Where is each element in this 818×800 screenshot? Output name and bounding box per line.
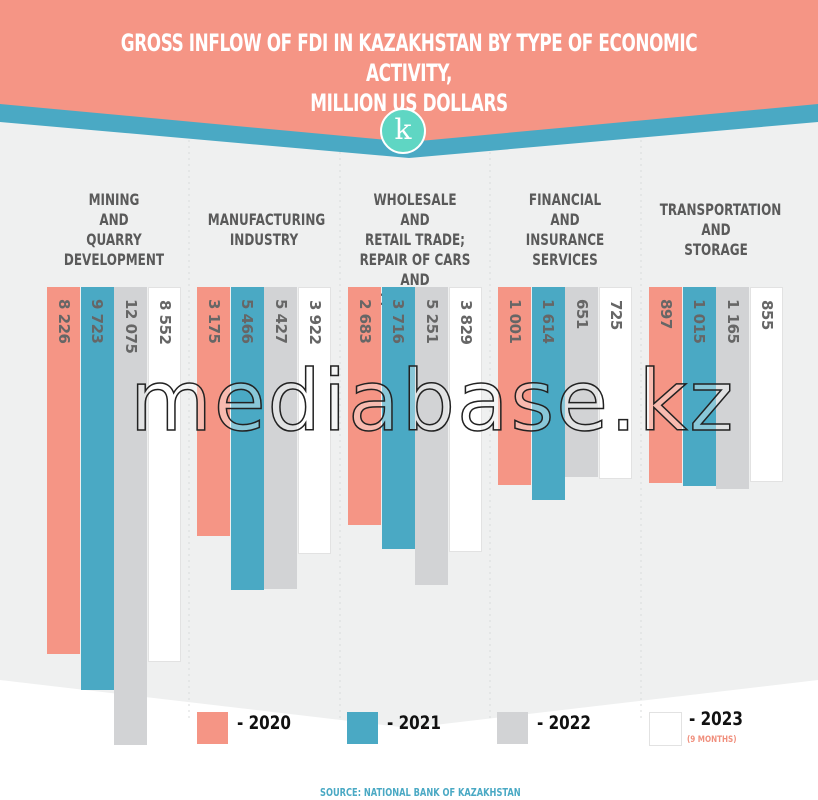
bar-2022: 12 075 [114,287,148,745]
legend-label-2023: - 2023 [689,708,743,730]
data-label: 5 427 [271,299,290,344]
data-label: 3 175 [204,299,223,344]
data-label: 725 [607,300,626,330]
title-line-1: GROSS INFLOW OF FDI IN KAZAKHSTAN BY TYP… [120,29,698,87]
category-label: TRANSPORTATION AND STORAGE [659,200,782,260]
category-label-line: WHOLESALE AND [373,190,457,229]
category-label-line: AND [550,210,580,229]
data-label: 3 922 [306,300,325,345]
legend-label-2022: - 2022 [537,712,591,734]
category-label-line: RETAIL TRADE; [365,230,465,249]
legend-swatch-2023 [649,712,682,746]
category-label-line: TRANSPORTATION [659,200,782,219]
legend-swatch-2020 [197,712,228,744]
category-label-line: DEVELOPMENT [63,250,165,269]
data-label: 1 614 [539,299,558,344]
data-label: 12 075 [121,299,140,354]
bar-2022: 5 427 [264,287,298,589]
source-note: SOURCE: NATIONAL BANK OF KAZAKHSTAN [320,786,521,799]
chart-title: GROSS INFLOW OF FDI IN KAZAKHSTAN BY TYP… [90,28,728,118]
bar-2023: 3 922 [297,287,331,554]
bar-2021: 5 466 [230,287,264,590]
bar-2020: 1 001 [498,287,531,486]
data-label: 651 [572,299,591,329]
category-label-line: REPAIR OF CARS AND [359,250,471,289]
bar-2022: 651 [565,287,599,478]
legend-swatch-2021 [347,712,378,744]
logo: k [380,108,426,154]
category-label-line: SERVICES [532,250,598,269]
bar-2020: 3 175 [197,287,230,537]
category-label-line: AND [701,220,731,239]
bar-2020: 897 [649,287,682,483]
category-label: MANUFACTURING INDUSTRY [207,210,326,250]
data-label: 9 723 [88,299,107,344]
bar-2023: 3 829 [448,287,482,552]
bar-2023: 8 552 [147,287,181,663]
bar-2023: 725 [598,287,632,479]
legend-note-2023: (9 MONTHS) [687,735,737,745]
bar-2020: 2 683 [348,287,381,525]
data-label: 5 466 [238,299,257,344]
data-label: 1 001 [505,299,524,344]
data-label: 8 226 [54,299,73,344]
bar-2021: 9 723 [80,287,114,690]
data-label: 855 [758,300,777,330]
category-label-line: INSURANCE [525,230,605,249]
category-label-line: FINANCIAL [528,190,602,209]
bar-2023: 855 [749,287,783,482]
category-label-line: MANUFACTURING [207,210,326,229]
data-label: 1 015 [690,299,709,344]
bar-2022: 5 251 [415,287,449,585]
category-label-line: AND [99,210,129,229]
category-label: MINING AND QUARRY DEVELOPMENT [58,190,171,270]
bar-2021: 3 716 [381,287,415,549]
category-label: FINANCIAL AND INSURANCE SERVICES [509,190,622,270]
data-label: 3 716 [389,299,408,344]
data-label: 1 165 [723,299,742,344]
data-label: 2 683 [355,299,374,344]
category-label-line: MINING [88,190,140,209]
data-label: 8 552 [156,300,175,345]
category-label-line: STORAGE [684,240,748,259]
data-label: 897 [656,299,675,329]
legend-label-2020: - 2020 [237,712,291,734]
legend-swatch-2022 [497,712,528,744]
bar-2020: 8 226 [47,287,80,655]
bar-2021: 1 614 [531,287,565,500]
data-label: 3 829 [457,300,476,345]
bar-2021: 1 015 [682,287,716,486]
data-label: 5 251 [422,299,441,344]
bar-2022: 1 165 [716,287,750,490]
legend-label-2021: - 2021 [387,712,441,734]
category-label-line: QUARRY [86,230,142,249]
category-label-line: INDUSTRY [229,230,299,249]
